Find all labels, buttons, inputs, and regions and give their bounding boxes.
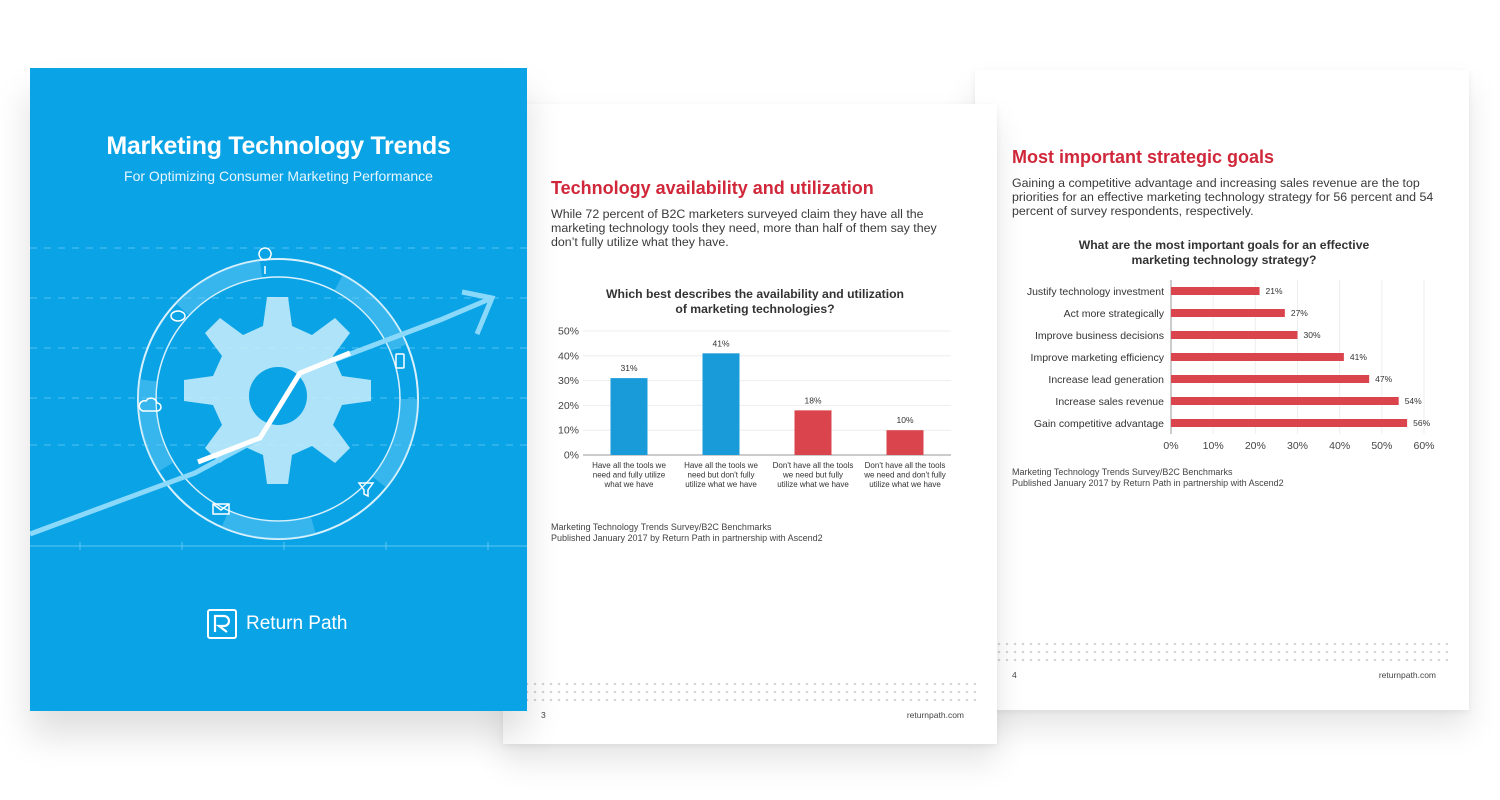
x-tick-label: 0% <box>1163 440 1178 452</box>
page4-source: Marketing Technology Trends Survey/B2C B… <box>1012 467 1284 489</box>
page3-source-line-1: Marketing Technology Trends Survey/B2C B… <box>551 522 772 532</box>
page4-source-line-2: Published January 2017 by Return Path in… <box>1012 478 1284 488</box>
y-tick-label: 40% <box>558 350 579 362</box>
chat-bubble-icon <box>170 310 186 322</box>
x-tick-label: utilize what we have <box>869 480 941 489</box>
page3-heading: Technology availability and utilization <box>551 178 874 198</box>
cover-title: Marketing Technology Trends <box>106 132 451 160</box>
report-page-4: Most important strategic goals Gaining a… <box>975 70 1469 710</box>
x-tick-label: need and fully utilize <box>593 471 666 480</box>
mobile-phone-icon <box>395 353 405 369</box>
page4-dot-pattern <box>995 640 1449 664</box>
x-tick-label: we need but fully <box>782 471 843 480</box>
x-tick-label: 60% <box>1413 440 1434 452</box>
x-tick-label: 40% <box>1329 440 1350 452</box>
availability-bar-chart: 0% 10% 20% 30% 40% 50% 31% Have all the tools w… <box>558 326 951 489</box>
page4-source-line-1: Marketing Technology Trends Survey/B2C B… <box>1012 467 1233 477</box>
y-tick-label: Increase sales revenue <box>1055 396 1164 408</box>
brand-logo: Return Path <box>206 608 347 640</box>
x-tick-label: 50% <box>1371 440 1392 452</box>
bar <box>1171 353 1344 361</box>
data-label: 31% <box>620 363 637 373</box>
y-tick-label: 10% <box>558 425 579 437</box>
data-label: 41% <box>1350 352 1367 362</box>
goals-bar-chart: 0% 10% 20% 30% 40% 50% 60% 21% Justify technolog… <box>1027 280 1435 452</box>
data-label: 41% <box>712 338 729 348</box>
y-tick-label: Act more strategically <box>1064 308 1165 320</box>
bar <box>794 410 832 455</box>
x-tick-label: Don't have all the tools <box>865 461 946 470</box>
x-tick-label: utilize what we have <box>685 480 757 489</box>
x-tick-label: 20% <box>1245 440 1266 452</box>
x-tick-label: need but don't fully <box>688 471 755 480</box>
page4-heading: Most important strategic goals <box>1012 147 1275 167</box>
y-tick-label: Justify technology investment <box>1027 286 1164 298</box>
bar <box>610 378 648 455</box>
x-tick-label: Don't have all the tools <box>773 461 854 470</box>
y-tick-label: 0% <box>564 450 579 462</box>
page3-dot-pattern <box>523 680 977 704</box>
page4-page-number: 4 <box>1012 670 1017 680</box>
y-tick-label: Gain competitive advantage <box>1034 418 1164 430</box>
bar <box>702 353 740 455</box>
y-tick-label: Increase lead generation <box>1048 374 1164 386</box>
page3-chart-title-line-2: of marketing technologies? <box>675 302 835 316</box>
brand-name: Return Path <box>246 613 348 634</box>
data-label: 27% <box>1291 308 1308 318</box>
gear-icon <box>184 297 371 484</box>
funnel-icon <box>357 482 375 498</box>
bar <box>886 430 924 455</box>
return-path-logo-icon <box>207 609 237 639</box>
page4-paragraph: Gaining a competitive advantage and incr… <box>1012 176 1434 218</box>
cover-subtitle: For Optimizing Consumer Marketing Perfor… <box>124 168 433 184</box>
page3-chart-title-line-1: Which best describes the availability an… <box>606 287 904 301</box>
page4-chart-title: What are the most important goals for an… <box>1022 238 1426 268</box>
y-tick-label: Improve marketing efficiency <box>1031 352 1165 364</box>
gear-illustration <box>30 247 527 550</box>
data-label: 21% <box>1266 286 1283 296</box>
page4-site: returnpath.com <box>1378 670 1436 680</box>
page3-paragraph: While 72 percent of B2C marketers survey… <box>551 207 937 249</box>
bar <box>1171 331 1298 339</box>
page3-site: returnpath.com <box>906 710 964 720</box>
report-page-3: Technology availability and utilization … <box>503 104 997 744</box>
y-tick-label: 20% <box>558 400 579 412</box>
data-label: 30% <box>1304 330 1321 340</box>
x-tick-label: what we have <box>604 480 654 489</box>
location-pin-icon <box>258 247 272 274</box>
x-tick-label: we need and don't fully <box>863 471 946 480</box>
bar <box>1171 287 1260 295</box>
page3-source-line-2: Published January 2017 by Return Path in… <box>551 533 823 543</box>
x-tick-label: 30% <box>1287 440 1308 452</box>
page3-chart-title: Which best describes the availability an… <box>553 287 957 317</box>
envelope-icon <box>212 503 230 515</box>
page4-chart-title-line-1: What are the most important goals for an… <box>1078 238 1370 252</box>
x-tick-label: Have all the tools we <box>684 461 758 470</box>
cloud-icon <box>138 397 162 412</box>
bar <box>1171 419 1408 427</box>
data-label: 18% <box>804 395 821 405</box>
x-tick-label: utilize what we have <box>777 480 849 489</box>
data-label: 47% <box>1375 374 1392 384</box>
y-tick-label: 30% <box>558 375 579 387</box>
page3-page-number: 3 <box>541 710 546 720</box>
bar <box>1171 397 1399 405</box>
page3-source: Marketing Technology Trends Survey/B2C B… <box>551 522 823 544</box>
page4-chart-title-line-2: marketing technology strategy? <box>1131 253 1317 267</box>
report-cover: Marketing Technology Trends For Optimizi… <box>30 68 527 711</box>
y-tick-label: Improve business decisions <box>1035 330 1164 342</box>
bar <box>1171 309 1285 317</box>
data-label: 10% <box>896 415 913 425</box>
bar <box>1171 375 1370 383</box>
x-tick-label: Have all the tools we <box>592 461 666 470</box>
data-label: 54% <box>1405 396 1422 406</box>
data-label: 56% <box>1413 418 1430 428</box>
y-tick-label: 50% <box>558 326 579 338</box>
x-tick-label: 10% <box>1203 440 1224 452</box>
